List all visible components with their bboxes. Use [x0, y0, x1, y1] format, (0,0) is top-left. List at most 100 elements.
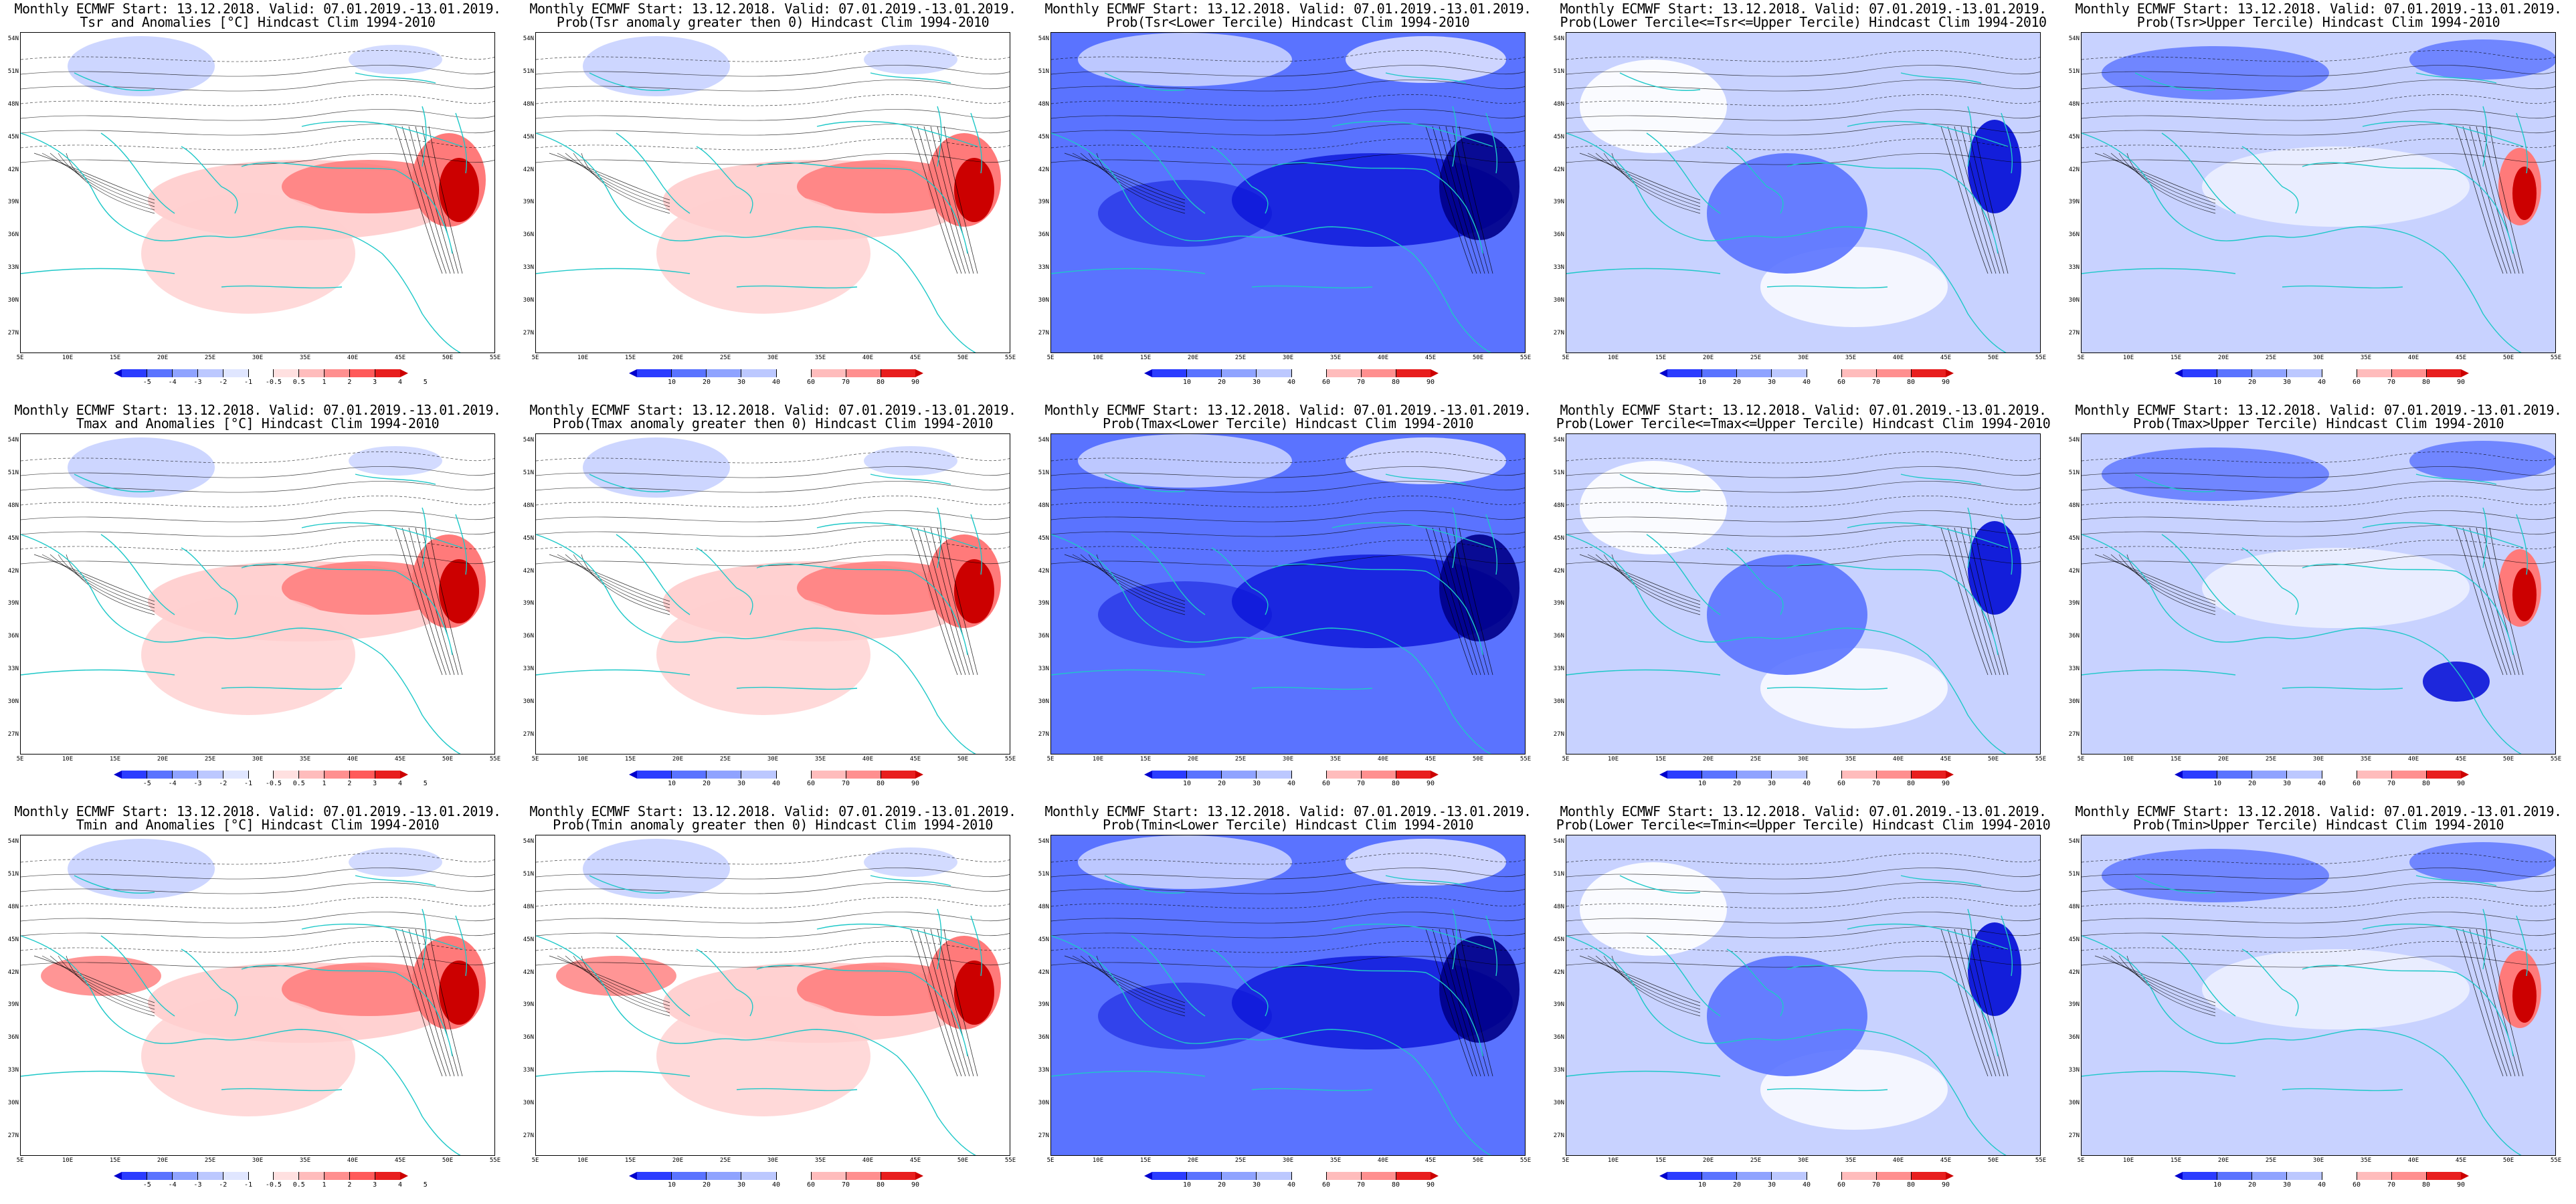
terrain-contour — [415, 928, 455, 1077]
longitude-label: 40E — [862, 355, 874, 361]
latitude-label: 42N — [1553, 166, 1564, 173]
terrain-contour — [2476, 126, 2516, 274]
longitude-label: 5E — [1046, 355, 1054, 361]
terrain-contour — [50, 554, 155, 609]
colorbar-tick-label: 5 — [423, 780, 428, 787]
longitude-label: 5E — [2077, 355, 2085, 361]
isotherm-contour — [1566, 481, 2040, 493]
coastline — [1967, 507, 2013, 575]
coastline — [536, 669, 858, 690]
longitude-label: 5E — [1046, 1157, 1054, 1164]
longitude-label: 45E — [2455, 355, 2467, 361]
colorbar-tick-label: 30 — [1252, 780, 1261, 787]
terrain-contour — [1459, 928, 1493, 1077]
low-prob-area — [1580, 862, 1727, 956]
panel-subtitle: Prob(Tmax<Lower Tercile) Hindcast Clim 1… — [1103, 415, 1473, 431]
colorbar-max-arrow — [400, 369, 408, 377]
colorbar-cell — [197, 369, 223, 377]
terrain-contour — [2476, 527, 2516, 676]
colorbar-cell — [2287, 369, 2322, 377]
colorbar-tick-label: -5 — [143, 1181, 151, 1189]
colorbar-cell — [1876, 369, 1912, 377]
colorbar-cell — [1702, 369, 1738, 377]
panel-title: Monthly ECMWF Start: 13.12.2018. Valid: … — [14, 1, 501, 17]
colorbar-cells — [122, 1172, 400, 1180]
colorbar-cell — [1152, 771, 1188, 779]
coastline — [536, 268, 858, 289]
longitude-label: 30E — [767, 355, 779, 361]
warm-anomaly-area — [797, 561, 971, 615]
panel-subtitle: Prob(Lower Tercile<=Tmax<=Upper Tercile)… — [1556, 415, 2051, 431]
latitude-label: 54N — [1038, 437, 1049, 443]
map-canvas — [1051, 835, 1525, 1155]
coastline — [1726, 948, 1784, 1017]
latitude-label: 33N — [523, 666, 534, 673]
coastline — [74, 474, 436, 492]
colorbar-cells — [1667, 1172, 1946, 1180]
latitude-label: 30N — [1553, 698, 1564, 706]
longitude-label: 10E — [62, 1157, 74, 1164]
isotherm-contour — [536, 897, 1010, 909]
isotherm-contour — [21, 65, 494, 77]
isotherm-contour — [2082, 496, 2555, 508]
longitude-label: 45E — [909, 756, 921, 763]
terrain-contour — [917, 527, 962, 676]
colorbar-cell — [846, 369, 881, 377]
colorbar-cell — [147, 771, 173, 779]
colorbar: 10 20 30 40 60 70 80 90 — [2175, 1172, 2469, 1193]
longitude-label: 10E — [2122, 355, 2134, 361]
latitude-label: 42N — [523, 166, 534, 173]
map-frame — [20, 433, 495, 755]
terrain-contour — [395, 928, 443, 1077]
longitude-label: 35E — [299, 1157, 311, 1164]
colorbar-tick-label: 80 — [876, 780, 885, 787]
map-layers — [1051, 434, 1525, 754]
colorbar-tick-label: 10 — [1182, 780, 1192, 787]
colorbar-cell — [2217, 771, 2253, 779]
terrain-contour — [917, 126, 962, 274]
coastline — [301, 522, 463, 548]
terrain-contour — [1595, 554, 1701, 609]
coastline — [2134, 474, 2497, 492]
longitude-label: 30E — [1797, 1157, 1809, 1164]
latitude-label: 54N — [1553, 838, 1564, 845]
coastline — [21, 1070, 343, 1092]
coastline — [100, 935, 175, 1017]
coastline — [2161, 132, 2236, 214]
coastline — [1566, 669, 1888, 690]
isotherm-contour — [536, 80, 1010, 92]
longitude-label: 20E — [2217, 1157, 2229, 1164]
coastline — [2134, 875, 2497, 894]
high-prob-area — [2512, 167, 2537, 220]
colorbar-tick-label: 60 — [2352, 1181, 2361, 1189]
longitude-label: 15E — [624, 355, 636, 361]
colorbar-tick-label: 80 — [2421, 780, 2431, 787]
colorbar-tick-label: 40 — [1802, 379, 1811, 386]
terrain-contour — [1579, 153, 1701, 201]
longitude-label: 10E — [577, 756, 589, 763]
coastline — [2241, 146, 2299, 214]
colorbar: -5 -4 -3 -2 -1 -0.5 0.5 1 2 3 4 5 — [114, 771, 428, 792]
colorbar-min-arrow — [629, 1172, 637, 1180]
coastline — [756, 965, 911, 973]
longitude-label: 45E — [909, 1157, 921, 1164]
isotherm-contour — [1051, 481, 1525, 493]
colorbar-tick-label: 20 — [1217, 379, 1226, 386]
longitude-label: 40E — [347, 355, 359, 361]
latitude-label: 54N — [1553, 35, 1564, 42]
latitude-label: 48N — [2068, 903, 2080, 910]
longitude-label: 40E — [2407, 355, 2419, 361]
longitude-label: 10E — [1607, 1157, 1619, 1164]
latitude-label: 36N — [1038, 231, 1049, 239]
terrain-contour — [58, 554, 155, 612]
latitude-label: 36N — [523, 1034, 534, 1041]
terrain-contour — [33, 955, 155, 1003]
latitude-label: 39N — [2068, 199, 2080, 206]
isotherm-contour — [2082, 525, 2555, 537]
colorbar-ticks: 10 20 30 40 60 70 80 90 — [2183, 780, 2465, 789]
longitude-label: 40E — [1892, 355, 1904, 361]
coastline — [1726, 547, 1784, 615]
low-prob-area — [1346, 36, 1506, 83]
isotherm-contour — [21, 882, 494, 894]
colorbar-cells — [2183, 771, 2461, 779]
